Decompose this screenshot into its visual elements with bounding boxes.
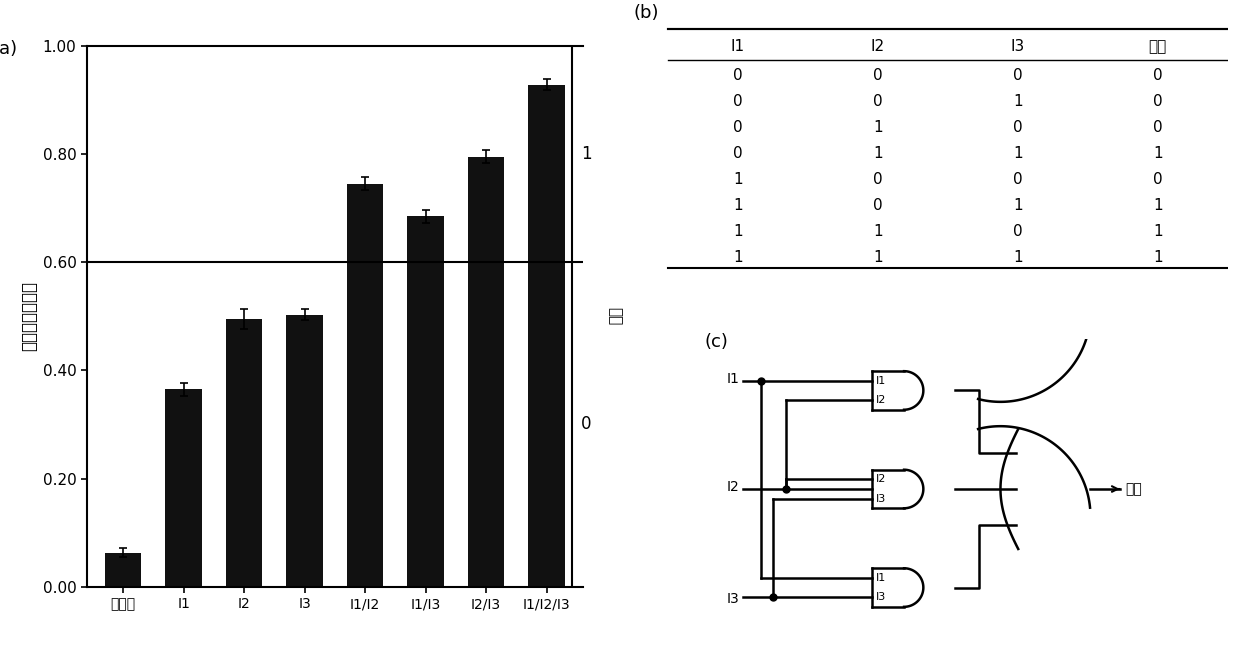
Text: 0: 0 (1013, 224, 1023, 239)
Text: I1: I1 (877, 573, 887, 583)
Bar (105, 553, 141, 587)
Text: 0: 0 (1013, 120, 1023, 135)
Text: I1: I1 (732, 40, 745, 55)
Text: 输出: 输出 (606, 307, 621, 325)
Text: 1: 1 (1153, 198, 1162, 213)
Text: I1: I1 (877, 376, 887, 386)
Text: I3: I3 (877, 592, 887, 602)
Text: 1: 1 (873, 224, 883, 239)
Text: (a): (a) (0, 40, 17, 58)
Text: 1: 1 (873, 120, 883, 135)
Bar (165, 389, 202, 587)
Bar (528, 85, 564, 587)
Text: 1: 1 (873, 146, 883, 161)
Text: 1: 1 (733, 224, 743, 239)
Text: I2: I2 (727, 480, 739, 494)
Text: 输出: 输出 (1126, 482, 1142, 496)
Text: 1: 1 (1153, 146, 1162, 161)
Text: 0: 0 (1013, 68, 1023, 83)
Text: I1: I1 (727, 372, 739, 386)
Text: 0: 0 (873, 172, 883, 187)
Bar (408, 216, 444, 587)
Y-axis label: 归一化荧光强度: 归一化荧光强度 (20, 281, 38, 351)
Bar (467, 156, 505, 587)
Text: 1: 1 (733, 172, 743, 187)
Bar (572, 46, 601, 587)
Text: 1: 1 (1013, 198, 1023, 213)
Text: (b): (b) (634, 5, 658, 22)
Text: I2: I2 (877, 395, 887, 405)
Text: I2: I2 (870, 40, 885, 55)
Text: 1: 1 (582, 145, 591, 163)
Bar (286, 315, 322, 587)
Text: 0: 0 (733, 68, 743, 83)
Text: 1: 1 (873, 250, 883, 265)
Text: 1: 1 (1013, 94, 1023, 109)
Text: 0: 0 (873, 68, 883, 83)
Text: 1: 1 (733, 250, 743, 265)
Text: (c): (c) (704, 333, 729, 351)
Text: 1: 1 (733, 198, 743, 213)
Text: 输出: 输出 (1148, 40, 1167, 55)
Text: 1: 1 (1013, 250, 1023, 265)
Text: 0: 0 (873, 94, 883, 109)
Bar (347, 184, 383, 587)
Bar (226, 319, 262, 587)
Text: 0: 0 (1153, 120, 1162, 135)
Text: 1: 1 (1013, 146, 1023, 161)
Text: 0: 0 (1153, 68, 1162, 83)
Text: 0: 0 (1013, 172, 1023, 187)
Text: 0: 0 (733, 146, 743, 161)
Text: I2: I2 (877, 475, 887, 484)
Text: I3: I3 (727, 592, 739, 606)
Text: 0: 0 (582, 415, 591, 434)
Text: 1: 1 (1153, 224, 1162, 239)
Text: 0: 0 (733, 120, 743, 135)
Text: 0: 0 (1153, 172, 1162, 187)
Text: I3: I3 (1011, 40, 1025, 55)
Text: 0: 0 (1153, 94, 1162, 109)
Text: 1: 1 (1153, 250, 1162, 265)
Text: 0: 0 (733, 94, 743, 109)
Text: I3: I3 (877, 494, 887, 503)
Text: 0: 0 (873, 198, 883, 213)
